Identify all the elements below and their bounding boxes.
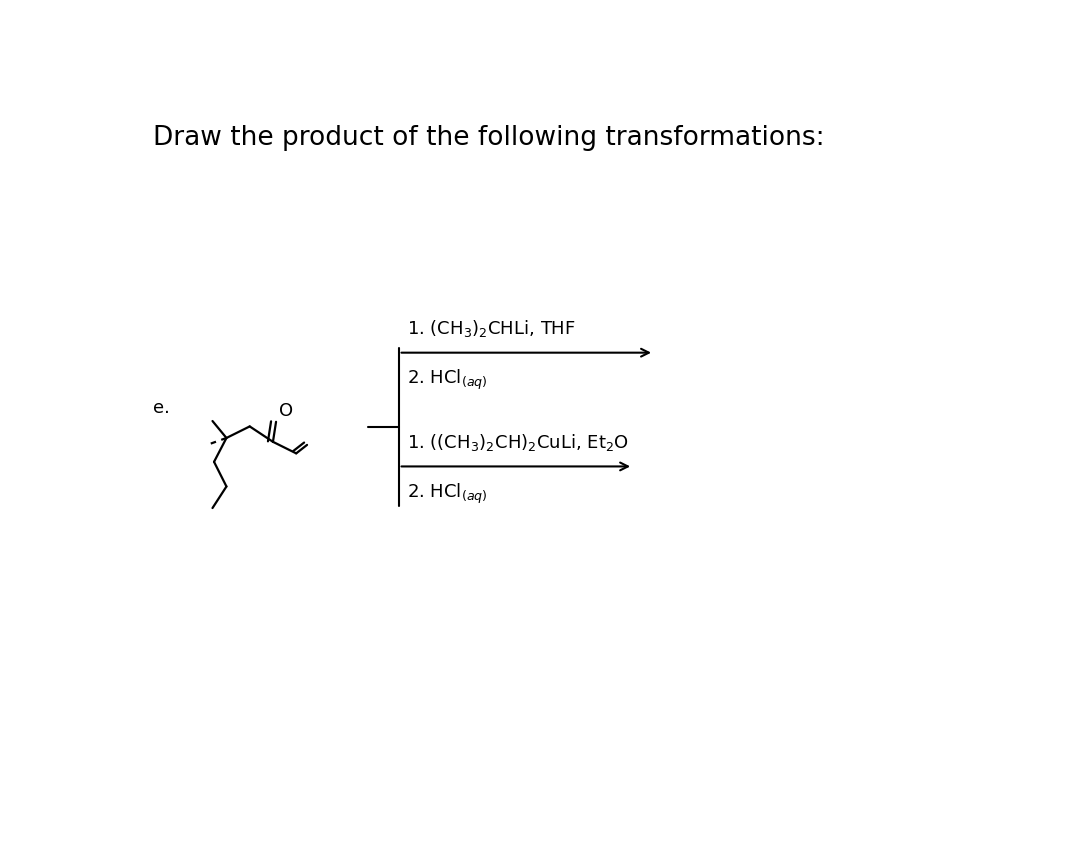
Text: 1. ((CH$_3$)$_2$CH)$_2$CuLi, Et$_2$O: 1. ((CH$_3$)$_2$CH)$_2$CuLi, Et$_2$O [407, 432, 629, 452]
Text: O: O [279, 402, 293, 420]
Text: Draw the product of the following transformations:: Draw the product of the following transf… [153, 125, 825, 151]
Text: 2. HCl$_{(aq)}$: 2. HCl$_{(aq)}$ [407, 481, 488, 506]
Text: e.: e. [153, 399, 171, 417]
Text: 2. HCl$_{(aq)}$: 2. HCl$_{(aq)}$ [407, 368, 488, 392]
Text: 1. (CH$_3$)$_2$CHLi, THF: 1. (CH$_3$)$_2$CHLi, THF [407, 318, 576, 339]
